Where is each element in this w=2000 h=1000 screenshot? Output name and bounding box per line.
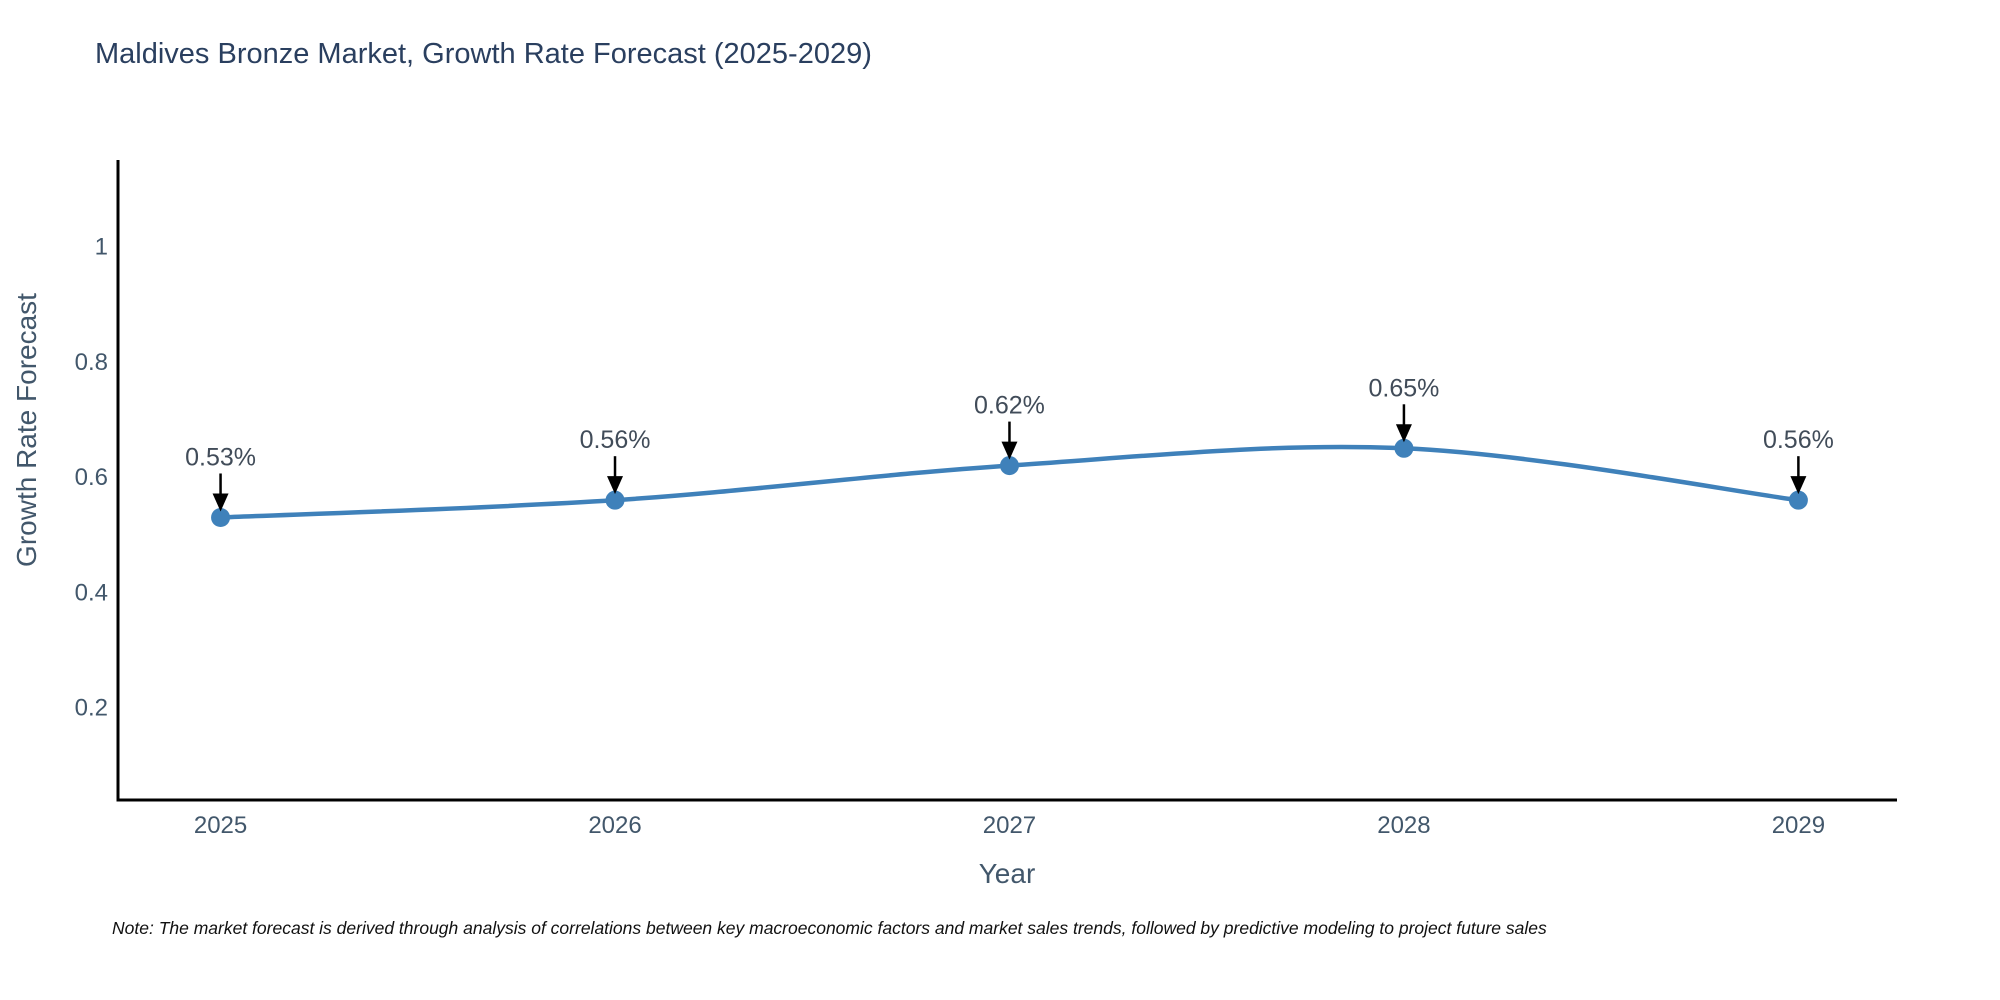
chart-title: Maldives Bronze Market, Growth Rate Fore… xyxy=(95,38,872,70)
point-annotation: 0.56% xyxy=(1763,426,1834,454)
footnote: Note: The market forecast is derived thr… xyxy=(112,918,1547,938)
data-point[interactable] xyxy=(605,490,625,510)
point-annotation: 0.62% xyxy=(974,392,1045,420)
y-axis-title: Growth Rate Forecast xyxy=(11,293,42,567)
x-tick-label: 2028 xyxy=(1377,812,1430,839)
y-tick-label: 1 xyxy=(95,233,108,260)
y-tick-label: 0.4 xyxy=(75,579,108,606)
data-point[interactable] xyxy=(211,507,231,527)
point-annotation: 0.53% xyxy=(185,443,256,471)
x-tick-label: 2029 xyxy=(1772,812,1825,839)
annotation-arrow-head xyxy=(1790,476,1807,495)
annotation-arrow-head xyxy=(1001,441,1018,460)
annotation-arrow-head xyxy=(1395,424,1412,443)
point-annotation: 0.56% xyxy=(580,426,651,454)
data-point[interactable] xyxy=(999,456,1019,476)
y-tick-label: 0.2 xyxy=(75,695,108,722)
annotation-arrow-head xyxy=(212,493,229,512)
x-tick-label: 2026 xyxy=(588,812,641,839)
data-point[interactable] xyxy=(1788,490,1808,510)
x-tick-label: 2027 xyxy=(983,812,1036,839)
data-point[interactable] xyxy=(1394,438,1414,458)
point-annotation: 0.65% xyxy=(1368,374,1439,402)
annotation-arrow-head xyxy=(607,476,624,495)
x-tick-label: 2025 xyxy=(194,812,247,839)
y-tick-label: 0.6 xyxy=(75,464,108,491)
x-axis-title: Year xyxy=(978,858,1036,889)
y-tick-label: 0.8 xyxy=(75,349,108,376)
